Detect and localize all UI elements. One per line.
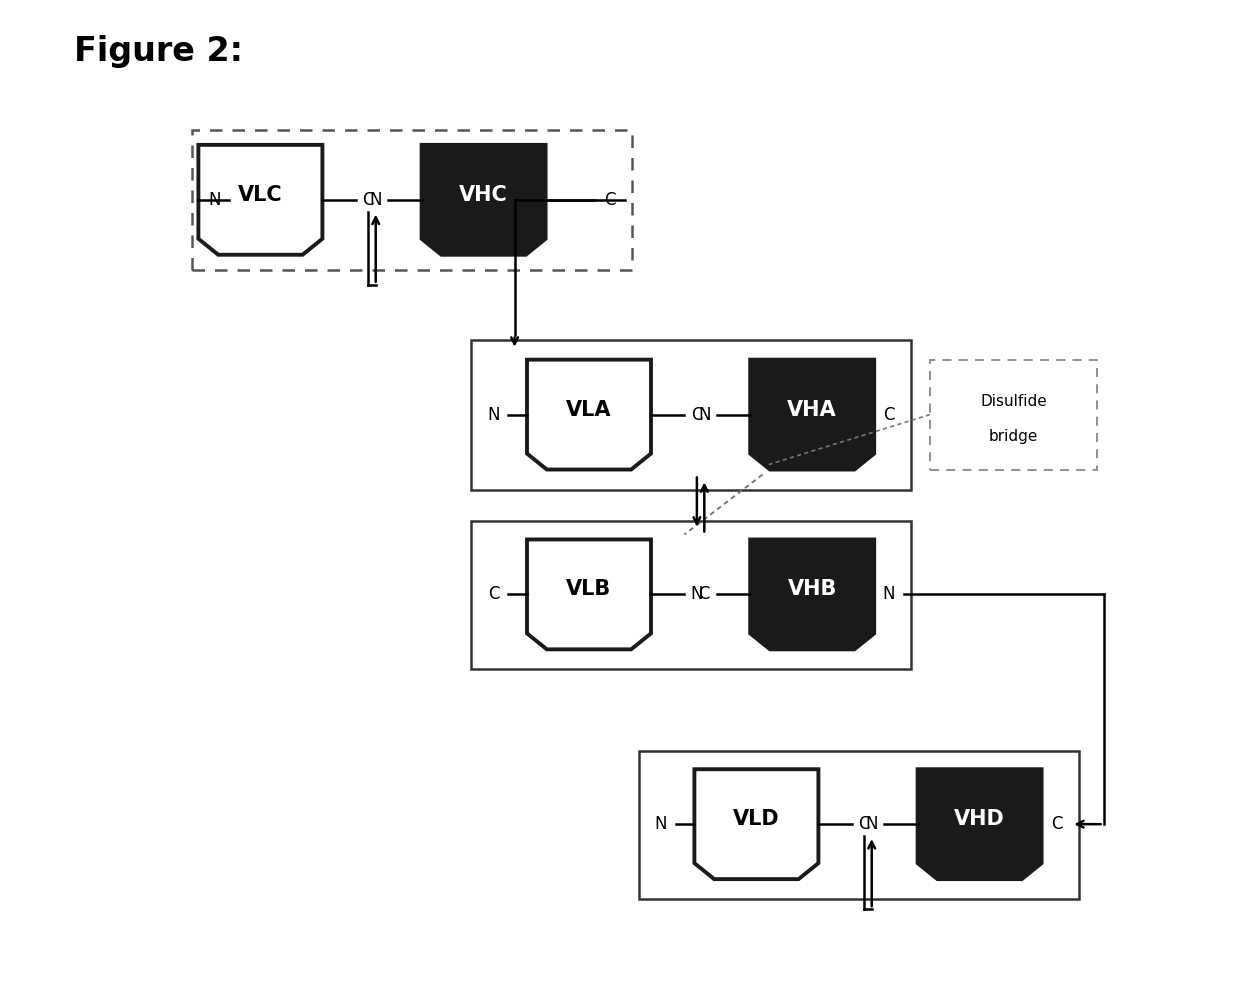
Bar xyxy=(639,751,1079,899)
Polygon shape xyxy=(527,360,651,470)
Text: VHB: VHB xyxy=(787,579,837,599)
Text: N: N xyxy=(655,815,667,833)
Text: C: C xyxy=(604,191,616,209)
Polygon shape xyxy=(750,360,874,470)
Text: N: N xyxy=(370,191,382,209)
Text: Disulfide: Disulfide xyxy=(981,394,1047,409)
Text: N: N xyxy=(866,815,878,833)
Text: VLC: VLC xyxy=(238,185,283,205)
Text: C: C xyxy=(698,585,711,603)
Polygon shape xyxy=(422,145,546,255)
Text: N: N xyxy=(487,406,500,424)
Polygon shape xyxy=(918,769,1042,879)
Bar xyxy=(471,521,911,669)
Text: VHC: VHC xyxy=(459,185,508,205)
Polygon shape xyxy=(750,539,874,649)
Text: C: C xyxy=(362,191,374,209)
Text: VHD: VHD xyxy=(955,809,1004,829)
Text: C: C xyxy=(883,406,895,424)
Bar xyxy=(192,130,632,270)
Polygon shape xyxy=(694,769,818,879)
Text: VLA: VLA xyxy=(567,400,611,420)
Text: C: C xyxy=(691,406,703,424)
Text: VLD: VLD xyxy=(733,809,780,829)
Text: N: N xyxy=(691,585,703,603)
Text: N: N xyxy=(698,406,711,424)
Text: N: N xyxy=(883,585,895,603)
Text: C: C xyxy=(1050,815,1063,833)
Text: Figure 2:: Figure 2: xyxy=(74,35,243,68)
Text: VLB: VLB xyxy=(567,579,611,599)
Text: N: N xyxy=(208,191,221,209)
Polygon shape xyxy=(198,145,322,255)
Polygon shape xyxy=(527,539,651,649)
Text: VHA: VHA xyxy=(787,400,837,420)
Text: C: C xyxy=(487,585,500,603)
Bar xyxy=(930,360,1097,470)
Text: C: C xyxy=(858,815,870,833)
Text: bridge: bridge xyxy=(990,429,1038,445)
Bar xyxy=(471,340,911,490)
